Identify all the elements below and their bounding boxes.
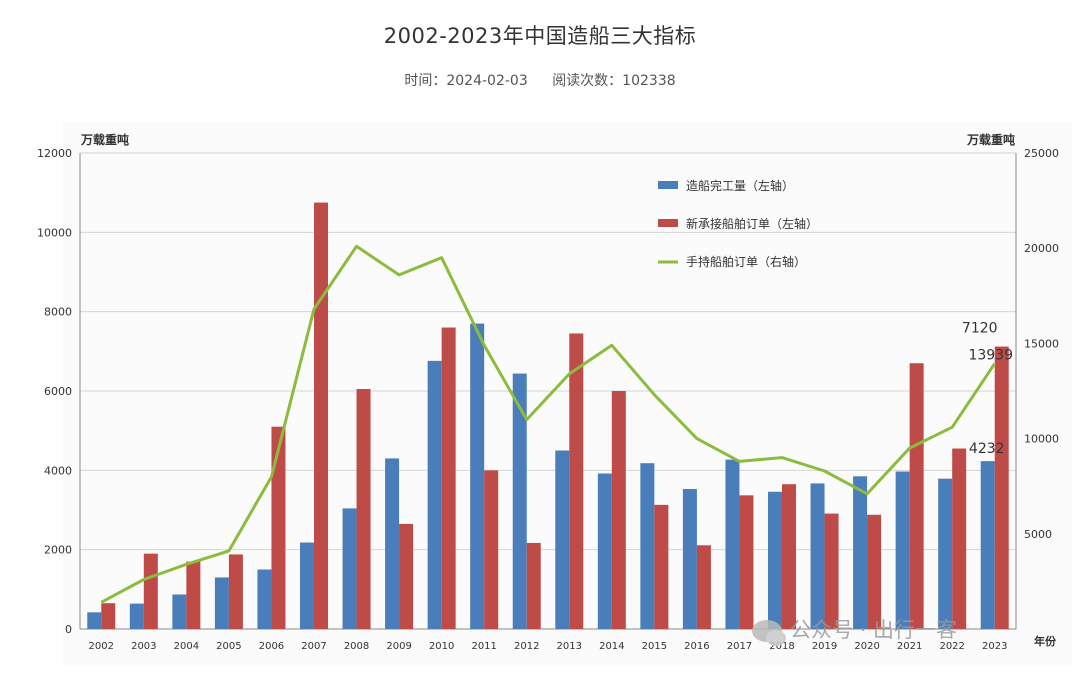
x-tick-label: 2005: [216, 641, 241, 652]
bar: [725, 459, 740, 629]
right-tick-label: 20000: [1024, 242, 1059, 255]
bar: [470, 323, 485, 629]
x-tick-label: 2018: [769, 641, 794, 652]
x-tick-label: 2021: [897, 641, 922, 652]
bar: [101, 603, 116, 629]
bar: [909, 363, 924, 629]
bar: [228, 554, 243, 629]
left-tick-label: 12000: [37, 147, 72, 160]
x-tick-label: 2013: [557, 641, 582, 652]
x-axis-unit: 年份: [1034, 634, 1057, 648]
bar: [569, 333, 584, 629]
x-tick-label: 2003: [131, 641, 156, 652]
bar: [129, 603, 144, 629]
watermark: 公众号 · 出行一客: [752, 614, 958, 646]
left-axis-unit: 万载重吨: [80, 132, 129, 147]
bar: [300, 542, 314, 629]
bar: [356, 389, 371, 629]
x-tick-label: 2009: [386, 641, 411, 652]
data-label: 7120: [962, 321, 998, 337]
legend-label: 造船完工量（左轴）: [686, 178, 794, 193]
x-tick-label: 2014: [599, 641, 624, 652]
right-tick-label: 25000: [1024, 147, 1059, 160]
x-tick-label: 2008: [344, 641, 369, 652]
bar: [143, 553, 158, 629]
x-tick-label: 2017: [727, 641, 752, 652]
bar: [824, 513, 839, 629]
bar: [853, 476, 868, 629]
x-tick-label: 2006: [259, 641, 284, 652]
legend-swatch: [658, 181, 678, 189]
bar: [980, 461, 995, 629]
x-tick-label: 2022: [939, 641, 964, 652]
x-tick-label: 2020: [854, 641, 879, 652]
legend-swatch: [658, 219, 678, 227]
bar: [399, 523, 414, 629]
bar: [257, 569, 272, 629]
bar: [611, 391, 626, 629]
bar: [952, 448, 967, 629]
x-tick-label: 2015: [642, 641, 667, 652]
x-tick-label: 2012: [514, 641, 539, 652]
bar: [214, 577, 229, 629]
x-tick-label: 2016: [684, 641, 709, 652]
x-tick-label: 2007: [301, 641, 326, 652]
article-meta: 时间：2024-02-03 阅读次数：102338: [0, 70, 1080, 90]
x-tick-label: 2010: [429, 641, 454, 652]
bar: [654, 504, 669, 629]
x-tick-label: 2023: [982, 641, 1007, 652]
bar: [895, 471, 910, 629]
bar: [739, 495, 754, 629]
wechat-icon: [752, 620, 786, 646]
bar: [867, 514, 882, 629]
left-tick-label: 0: [65, 623, 72, 636]
publish-time: 时间：2024-02-03: [404, 73, 528, 89]
x-tick-label: 2004: [174, 641, 199, 652]
left-tick-label: 10000: [37, 226, 72, 239]
bar: [314, 202, 328, 630]
x-tick-label: 2019: [812, 641, 837, 652]
data-label: 13939: [968, 348, 1013, 364]
bar: [597, 473, 612, 629]
bar: [427, 360, 442, 629]
bar: [768, 491, 782, 629]
bar: [526, 542, 541, 629]
bar: [271, 426, 286, 629]
legend-label: 手持船舶订单（右轴）: [686, 254, 806, 269]
bar: [938, 478, 953, 629]
x-tick-label: 2011: [471, 641, 496, 652]
bar: [810, 483, 825, 629]
data-label: 4232: [969, 441, 1005, 457]
bar: [555, 450, 570, 629]
bar: [682, 488, 697, 629]
right-tick-label: 15000: [1024, 337, 1059, 350]
read-count: 阅读次数：102338: [552, 73, 676, 89]
series-line: [100, 244, 996, 604]
bar: [441, 327, 456, 629]
bar: [172, 594, 187, 629]
bar: [385, 458, 400, 629]
left-tick-label: 8000: [44, 306, 72, 319]
left-tick-label: 2000: [44, 544, 72, 557]
left-tick-label: 6000: [44, 385, 72, 398]
bar: [186, 561, 201, 629]
page-title: 2002-2023年中国造船三大指标: [383, 24, 697, 48]
bar: [87, 612, 102, 629]
legend-label: 新承接船舶订单（左轴）: [686, 216, 818, 231]
bar: [994, 346, 1009, 629]
left-tick-label: 4000: [44, 464, 72, 477]
bar: [782, 484, 796, 629]
watermark-text: 公众号 · 出行一客: [790, 618, 958, 642]
right-axis-unit: 万载重吨: [966, 132, 1015, 147]
bar: [342, 508, 357, 629]
x-tick-label: 2002: [89, 641, 114, 652]
bar: [640, 463, 655, 629]
right-tick-label: 5000: [1024, 528, 1052, 541]
bar: [484, 470, 499, 629]
bar: [512, 373, 527, 629]
right-tick-label: 10000: [1024, 433, 1059, 446]
bar: [696, 545, 711, 629]
